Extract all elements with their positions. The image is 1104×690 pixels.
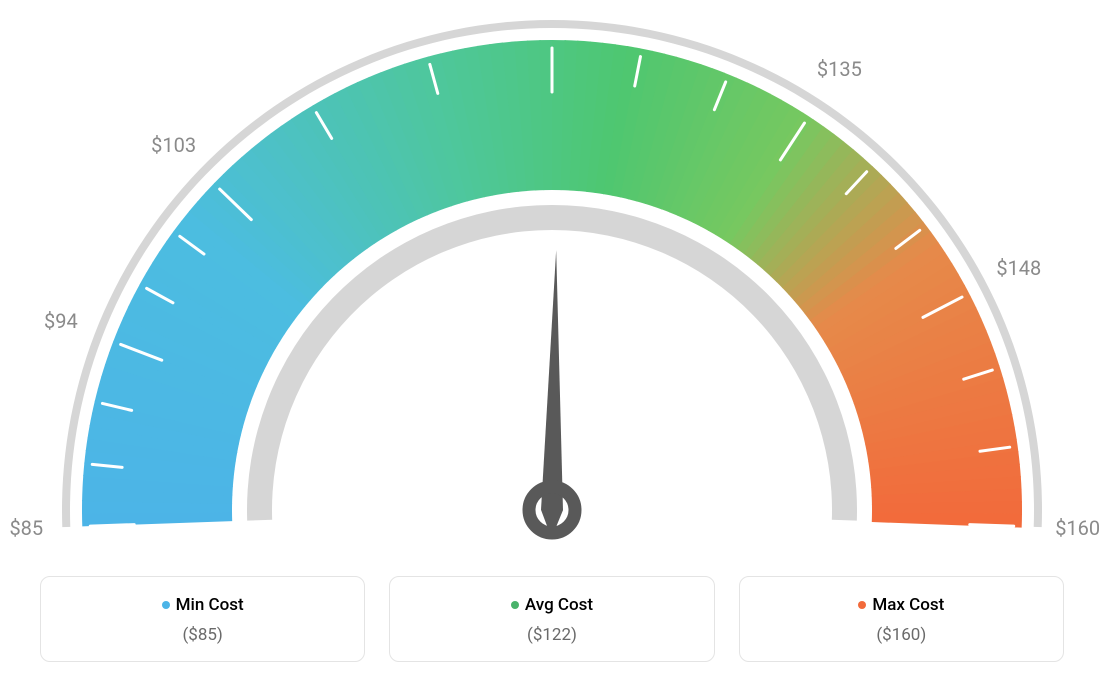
legend-label-avg: Avg Cost xyxy=(400,595,703,615)
gauge-svg xyxy=(0,0,1104,560)
gauge-area: $85$94$103$122$135$148$160 xyxy=(0,0,1104,560)
gauge-tick-label: $160 xyxy=(1055,516,1100,540)
legend-value-avg: ($122) xyxy=(400,625,703,645)
gauge-tick-label: $103 xyxy=(151,133,196,157)
legend-card-min: Min Cost ($85) xyxy=(40,576,365,662)
legend-value-max: ($160) xyxy=(750,625,1053,645)
legend-label-min-text: Min Cost xyxy=(176,595,244,615)
gauge-tick-label: $85 xyxy=(9,516,43,540)
gauge-chart-container: $85$94$103$122$135$148$160 Min Cost ($85… xyxy=(0,0,1104,690)
dot-icon-min xyxy=(162,601,170,609)
gauge-tick-label: $94 xyxy=(44,309,78,333)
dot-icon-avg xyxy=(511,601,519,609)
legend-row: Min Cost ($85) Avg Cost ($122) Max Cost … xyxy=(40,576,1064,662)
legend-card-avg: Avg Cost ($122) xyxy=(389,576,714,662)
gauge-tick-label: $135 xyxy=(817,57,862,81)
legend-value-min: ($85) xyxy=(51,625,354,645)
gauge-tick-label: $148 xyxy=(996,256,1041,280)
legend-label-max-text: Max Cost xyxy=(872,595,944,615)
legend-label-max: Max Cost xyxy=(750,595,1053,615)
legend-card-max: Max Cost ($160) xyxy=(739,576,1064,662)
legend-label-avg-text: Avg Cost xyxy=(525,595,593,615)
dot-icon-max xyxy=(858,601,866,609)
legend-label-min: Min Cost xyxy=(51,595,354,615)
